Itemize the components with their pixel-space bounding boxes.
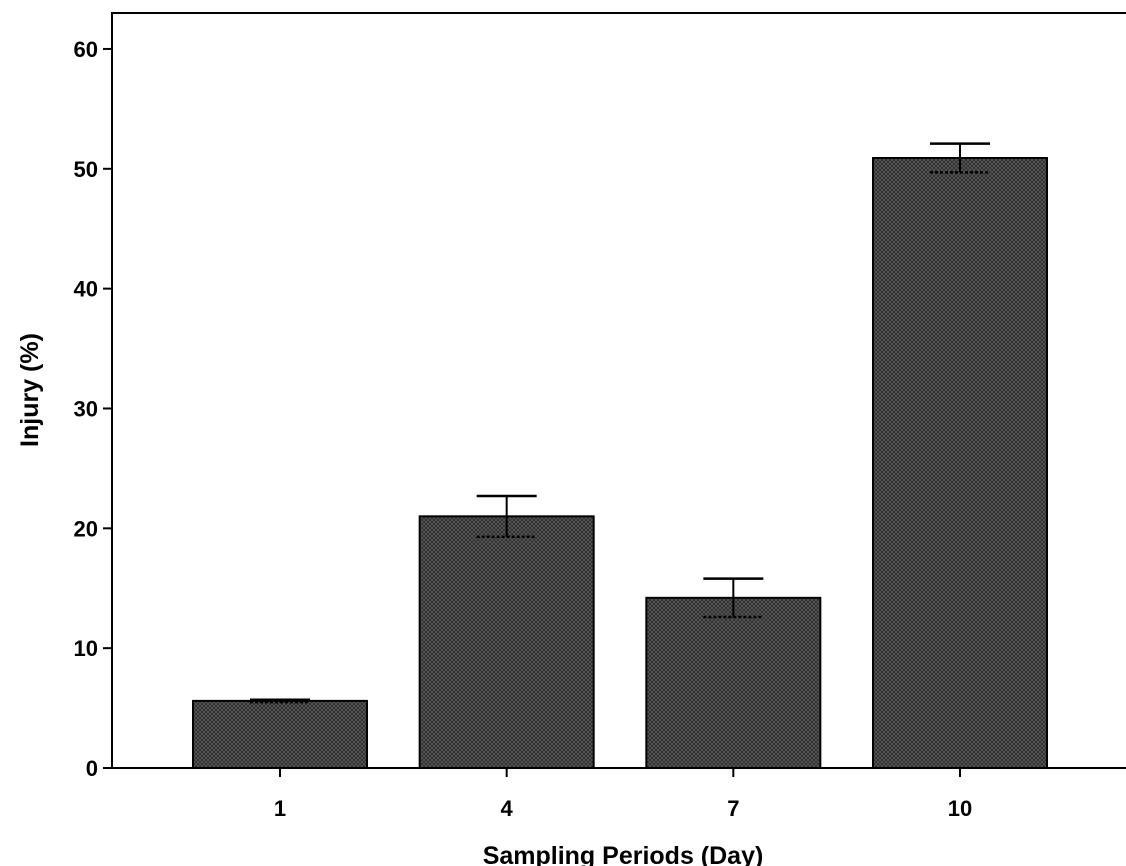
bars-group: [192, 157, 1048, 770]
y-axis: 0 10 20 30 40 50 60: [74, 37, 112, 781]
x-tick-label: 7: [727, 796, 739, 821]
y-tick-label: 10: [74, 636, 98, 661]
y-axis-title: Injury (%): [16, 333, 44, 447]
bar-day-1: [192, 699, 368, 770]
x-tick-label: 4: [501, 796, 514, 821]
y-tick-label: 20: [74, 516, 98, 541]
bar-day-4: [418, 515, 595, 769]
error-bars-group: [250, 142, 990, 704]
x-tick-label: 1: [274, 796, 286, 821]
y-tick-label: 50: [74, 157, 98, 182]
y-tick-label: 60: [74, 37, 98, 62]
x-axis: 1 4 7 10: [274, 768, 972, 821]
bar-day-7: [645, 596, 822, 769]
plot-area-frame: [111, 12, 1126, 769]
y-tick-label: 30: [74, 396, 98, 421]
x-axis-title: Sampling Periods (Day): [483, 842, 764, 866]
x-tick-label: 10: [948, 796, 972, 821]
y-tick-label: 40: [74, 277, 98, 302]
bar-day-10: [872, 157, 1048, 769]
y-tick-label: 0: [86, 756, 98, 781]
